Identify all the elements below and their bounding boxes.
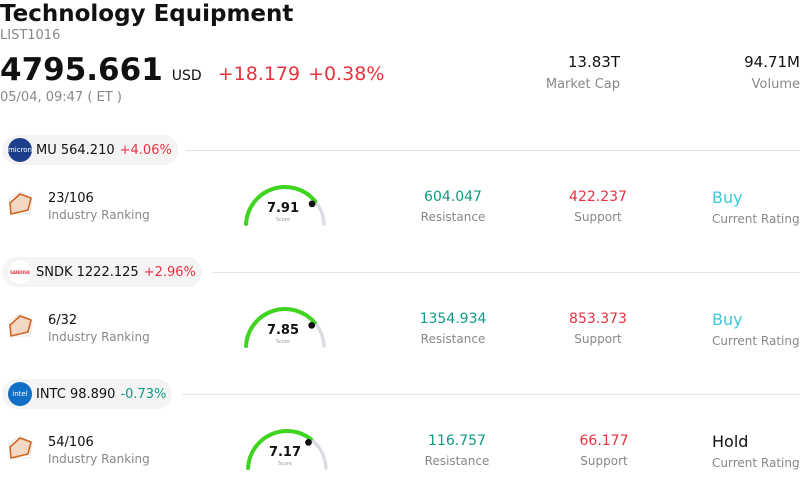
svg-text:7.85: 7.85 bbox=[267, 323, 299, 338]
support-value: 66.177 bbox=[579, 433, 629, 449]
stock-symbol-price: MU 564.210 bbox=[36, 142, 115, 158]
svg-text:Score: Score bbox=[276, 217, 290, 223]
score-gauge: 7.85 Score bbox=[244, 307, 326, 349]
support-block: 66.177 Support bbox=[556, 433, 652, 468]
rating-label: Current Rating bbox=[712, 334, 800, 348]
industry-ranking: 23/106 Industry Ranking bbox=[48, 191, 150, 222]
support-block: 422.237 Support bbox=[550, 189, 646, 224]
support-label: Support bbox=[574, 210, 622, 224]
support-value: 853.373 bbox=[569, 311, 627, 327]
index-price: 4795.661 bbox=[0, 52, 163, 88]
stock-pill[interactable]: SANDISK SNDK 1222.125 +2.96% bbox=[2, 257, 202, 287]
ranking-value: 23/106 bbox=[48, 191, 94, 206]
stock-change-pct: +2.96% bbox=[143, 264, 196, 280]
ranking-radar-icon bbox=[8, 313, 33, 337]
svg-text:7.91: 7.91 bbox=[267, 201, 299, 216]
score-gauge: 7.91 Score bbox=[244, 184, 326, 227]
svg-text:7.17: 7.17 bbox=[269, 445, 301, 460]
stock-symbol-price: SNDK 1222.125 bbox=[36, 264, 139, 280]
volume-label: Volume bbox=[751, 77, 800, 92]
rating-label: Current Rating bbox=[712, 456, 800, 470]
price-change-pct: +0.38% bbox=[308, 63, 385, 85]
support-label: Support bbox=[580, 454, 628, 468]
ranking-radar-icon bbox=[8, 191, 33, 215]
resistance-block: 116.757 Resistance bbox=[404, 433, 510, 468]
market-cap-stat: 13.83T Market Cap bbox=[520, 53, 620, 92]
rating-label: Current Rating bbox=[712, 212, 800, 226]
ranking-value: 6/32 bbox=[48, 313, 78, 328]
volume-stat: 94.71M Volume bbox=[700, 53, 800, 92]
volume-value: 94.71M bbox=[744, 53, 800, 71]
section-divider bbox=[182, 394, 800, 395]
price-change: +18.179 bbox=[217, 63, 301, 85]
ranking-label: Industry Ranking bbox=[48, 208, 150, 222]
svg-text:Score: Score bbox=[276, 339, 290, 345]
current-rating-block: Hold Current Rating bbox=[712, 432, 800, 470]
resistance-block: 1354.934 Resistance bbox=[400, 311, 506, 346]
stock-change-pct: +4.06% bbox=[119, 142, 172, 158]
index-code: LIST1016 bbox=[0, 28, 61, 43]
section-divider bbox=[186, 150, 800, 151]
intel-logo-icon: intel bbox=[8, 382, 32, 406]
score-gauge: 7.17 Score bbox=[246, 429, 328, 471]
current-rating-block: Buy Current Rating bbox=[712, 310, 800, 348]
resistance-block: 604.047 Resistance bbox=[400, 189, 506, 224]
rating-value: Hold bbox=[712, 432, 749, 451]
resistance-value: 1354.934 bbox=[419, 311, 487, 327]
stock-symbol-price: INTC 98.890 bbox=[36, 386, 116, 402]
resistance-value: 116.757 bbox=[428, 433, 486, 449]
resistance-label: Resistance bbox=[424, 454, 490, 468]
resistance-value: 604.047 bbox=[424, 189, 482, 205]
support-label: Support bbox=[574, 332, 622, 346]
page-title: Technology Equipment bbox=[0, 1, 294, 27]
section-divider bbox=[212, 272, 800, 273]
industry-ranking: 6/32 Industry Ranking bbox=[48, 313, 150, 344]
sandisk-logo-icon: SANDISK bbox=[8, 260, 32, 284]
rating-value: Buy bbox=[712, 188, 743, 207]
resistance-label: Resistance bbox=[420, 210, 486, 224]
price-row: 4795.661 USD +18.179 +0.38% bbox=[0, 52, 384, 92]
support-block: 853.373 Support bbox=[550, 311, 646, 346]
support-value: 422.237 bbox=[569, 189, 627, 205]
micron-logo-icon: micron bbox=[8, 138, 32, 162]
currency-label: USD bbox=[171, 68, 202, 84]
market-cap-value: 13.83T bbox=[567, 53, 620, 71]
ranking-radar-icon bbox=[8, 435, 33, 459]
svg-text:Score: Score bbox=[278, 461, 292, 467]
stock-pill[interactable]: intel INTC 98.890 -0.73% bbox=[2, 379, 173, 409]
ranking-value: 54/106 bbox=[48, 435, 94, 450]
resistance-label: Resistance bbox=[420, 332, 486, 346]
quote-datetime: 05/04, 09:47 ( ET ) bbox=[0, 90, 122, 105]
market-cap-label: Market Cap bbox=[545, 77, 620, 92]
current-rating-block: Buy Current Rating bbox=[712, 188, 800, 226]
ranking-label: Industry Ranking bbox=[48, 452, 150, 466]
ranking-label: Industry Ranking bbox=[48, 330, 150, 344]
stock-pill[interactable]: micron MU 564.210 +4.06% bbox=[2, 135, 178, 165]
stock-change-pct: -0.73% bbox=[120, 386, 167, 402]
industry-ranking: 54/106 Industry Ranking bbox=[48, 435, 150, 466]
rating-value: Buy bbox=[712, 310, 743, 329]
